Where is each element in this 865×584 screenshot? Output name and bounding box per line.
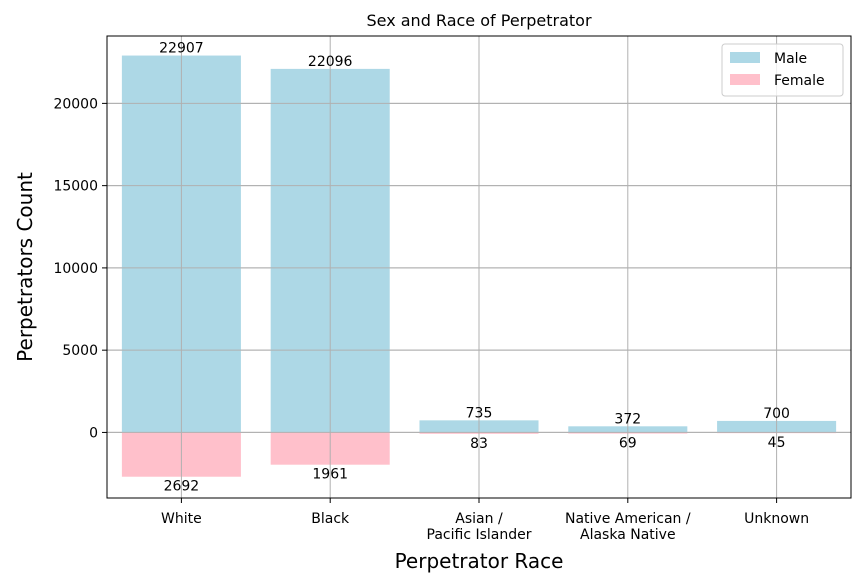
data-label-male: 22096 [308,54,353,70]
vertical-grid [107,36,851,498]
y-tick-label: 10000 [53,261,98,277]
y-tick-label: 20000 [53,96,98,112]
x-axis-ticks: White Black Asian / Pacific Islander Native … [161,498,809,543]
x-tick-label: Asian / Pacific Islander [427,511,532,543]
y-axis-label: Perpetrators Count [13,172,37,362]
x-tick-label: Native American / Alaska Native [565,511,691,543]
legend-swatch-male [730,52,760,63]
legend-swatch-female [730,74,760,85]
data-label-female: 69 [619,436,637,452]
x-tick-label: White [161,511,202,527]
x-tick-label: Unknown [744,511,809,527]
data-label-female: 83 [470,436,488,452]
data-label-male: 700 [763,406,790,422]
data-labels: 22907 22096 735 372 700 2692 1961 83 69 45 [159,41,790,495]
legend-label-female: Female [774,73,825,89]
chart-title: Sex and Race of Perpetrator [366,11,591,30]
data-label-male: 735 [466,405,493,421]
data-label-male: 372 [614,411,641,427]
legend: Male Female [721,43,844,97]
data-label-female: 45 [768,435,786,451]
data-label-female: 1961 [312,467,348,483]
data-label-female: 2692 [164,479,200,495]
data-label-male: 22907 [159,41,204,57]
legend-label-male: Male [774,51,807,67]
y-tick-label: 5000 [62,343,98,359]
y-tick-label: 15000 [53,179,98,195]
y-axis-ticks: 0 5000 10000 15000 20000 [53,96,107,441]
y-tick-label: 0 [89,425,98,441]
x-tick-label: Black [311,511,350,527]
x-axis-label: Perpetrator Race [395,549,564,573]
